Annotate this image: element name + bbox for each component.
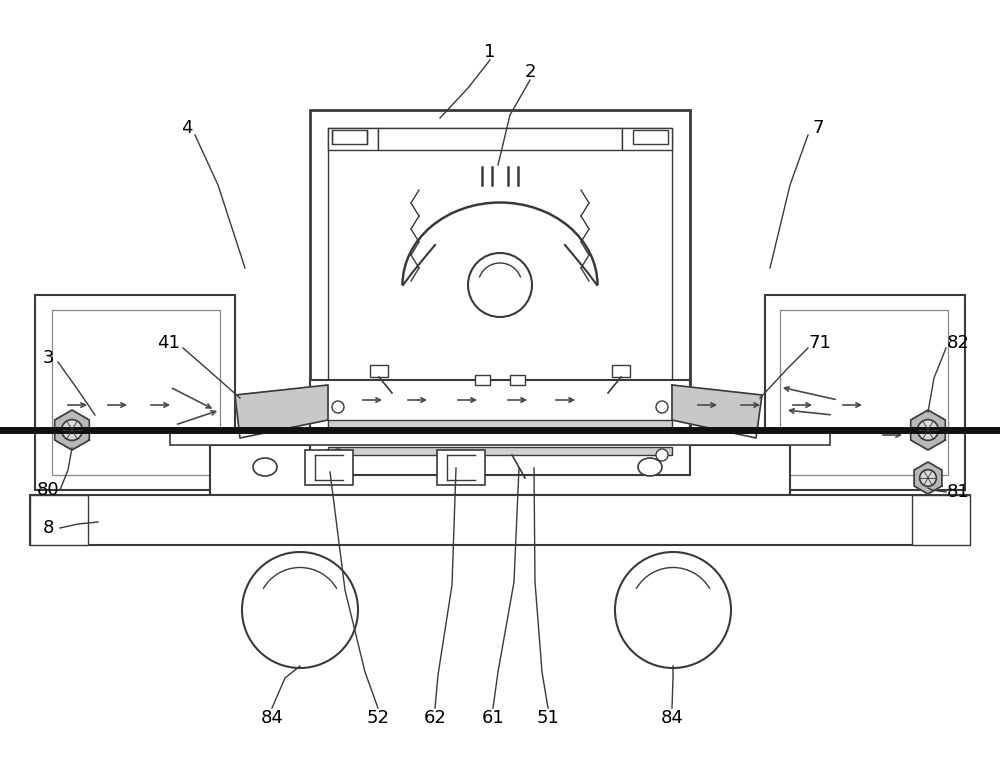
Polygon shape xyxy=(55,410,89,450)
Polygon shape xyxy=(911,410,945,450)
Bar xyxy=(328,128,378,150)
Bar xyxy=(780,310,948,475)
Ellipse shape xyxy=(638,458,662,476)
Bar xyxy=(310,380,690,475)
Bar xyxy=(510,375,525,385)
Bar xyxy=(328,420,672,428)
Circle shape xyxy=(332,401,344,413)
Bar xyxy=(378,128,622,150)
Text: 81: 81 xyxy=(947,483,969,501)
Bar xyxy=(30,495,970,545)
Circle shape xyxy=(656,401,668,413)
Bar xyxy=(328,128,672,457)
Bar xyxy=(475,375,490,385)
Polygon shape xyxy=(914,462,942,494)
Circle shape xyxy=(656,449,668,461)
Text: 41: 41 xyxy=(157,334,179,352)
Bar xyxy=(310,110,690,475)
Text: 51: 51 xyxy=(537,709,559,727)
Bar xyxy=(612,365,630,377)
Ellipse shape xyxy=(253,458,277,476)
Bar xyxy=(170,430,830,445)
Circle shape xyxy=(920,469,936,486)
Bar xyxy=(765,295,965,490)
Text: 1: 1 xyxy=(484,43,496,61)
Circle shape xyxy=(62,420,82,440)
Polygon shape xyxy=(235,385,328,438)
Circle shape xyxy=(615,552,731,668)
Text: 3: 3 xyxy=(42,349,54,367)
Bar xyxy=(328,447,672,455)
Bar xyxy=(370,365,388,377)
Text: 52: 52 xyxy=(366,709,390,727)
Text: 71: 71 xyxy=(809,334,831,352)
Text: 62: 62 xyxy=(424,709,446,727)
Bar xyxy=(305,450,353,485)
Bar xyxy=(912,495,970,545)
Bar xyxy=(332,130,367,144)
Text: 82: 82 xyxy=(947,334,969,352)
Bar xyxy=(35,295,235,490)
Bar xyxy=(633,130,668,144)
Text: 2: 2 xyxy=(524,63,536,81)
Text: 80: 80 xyxy=(37,481,59,499)
Bar xyxy=(30,495,88,545)
Circle shape xyxy=(242,552,358,668)
Bar xyxy=(437,450,485,485)
Circle shape xyxy=(332,449,344,461)
Text: 8: 8 xyxy=(42,519,54,537)
Bar xyxy=(622,128,672,150)
Polygon shape xyxy=(672,385,762,438)
Text: 84: 84 xyxy=(661,709,683,727)
Bar xyxy=(210,445,790,495)
Text: 7: 7 xyxy=(812,119,824,137)
Circle shape xyxy=(918,420,938,440)
Text: 4: 4 xyxy=(181,119,193,137)
Text: 61: 61 xyxy=(482,709,504,727)
Bar xyxy=(52,310,220,475)
Text: 84: 84 xyxy=(261,709,283,727)
Circle shape xyxy=(468,253,532,317)
